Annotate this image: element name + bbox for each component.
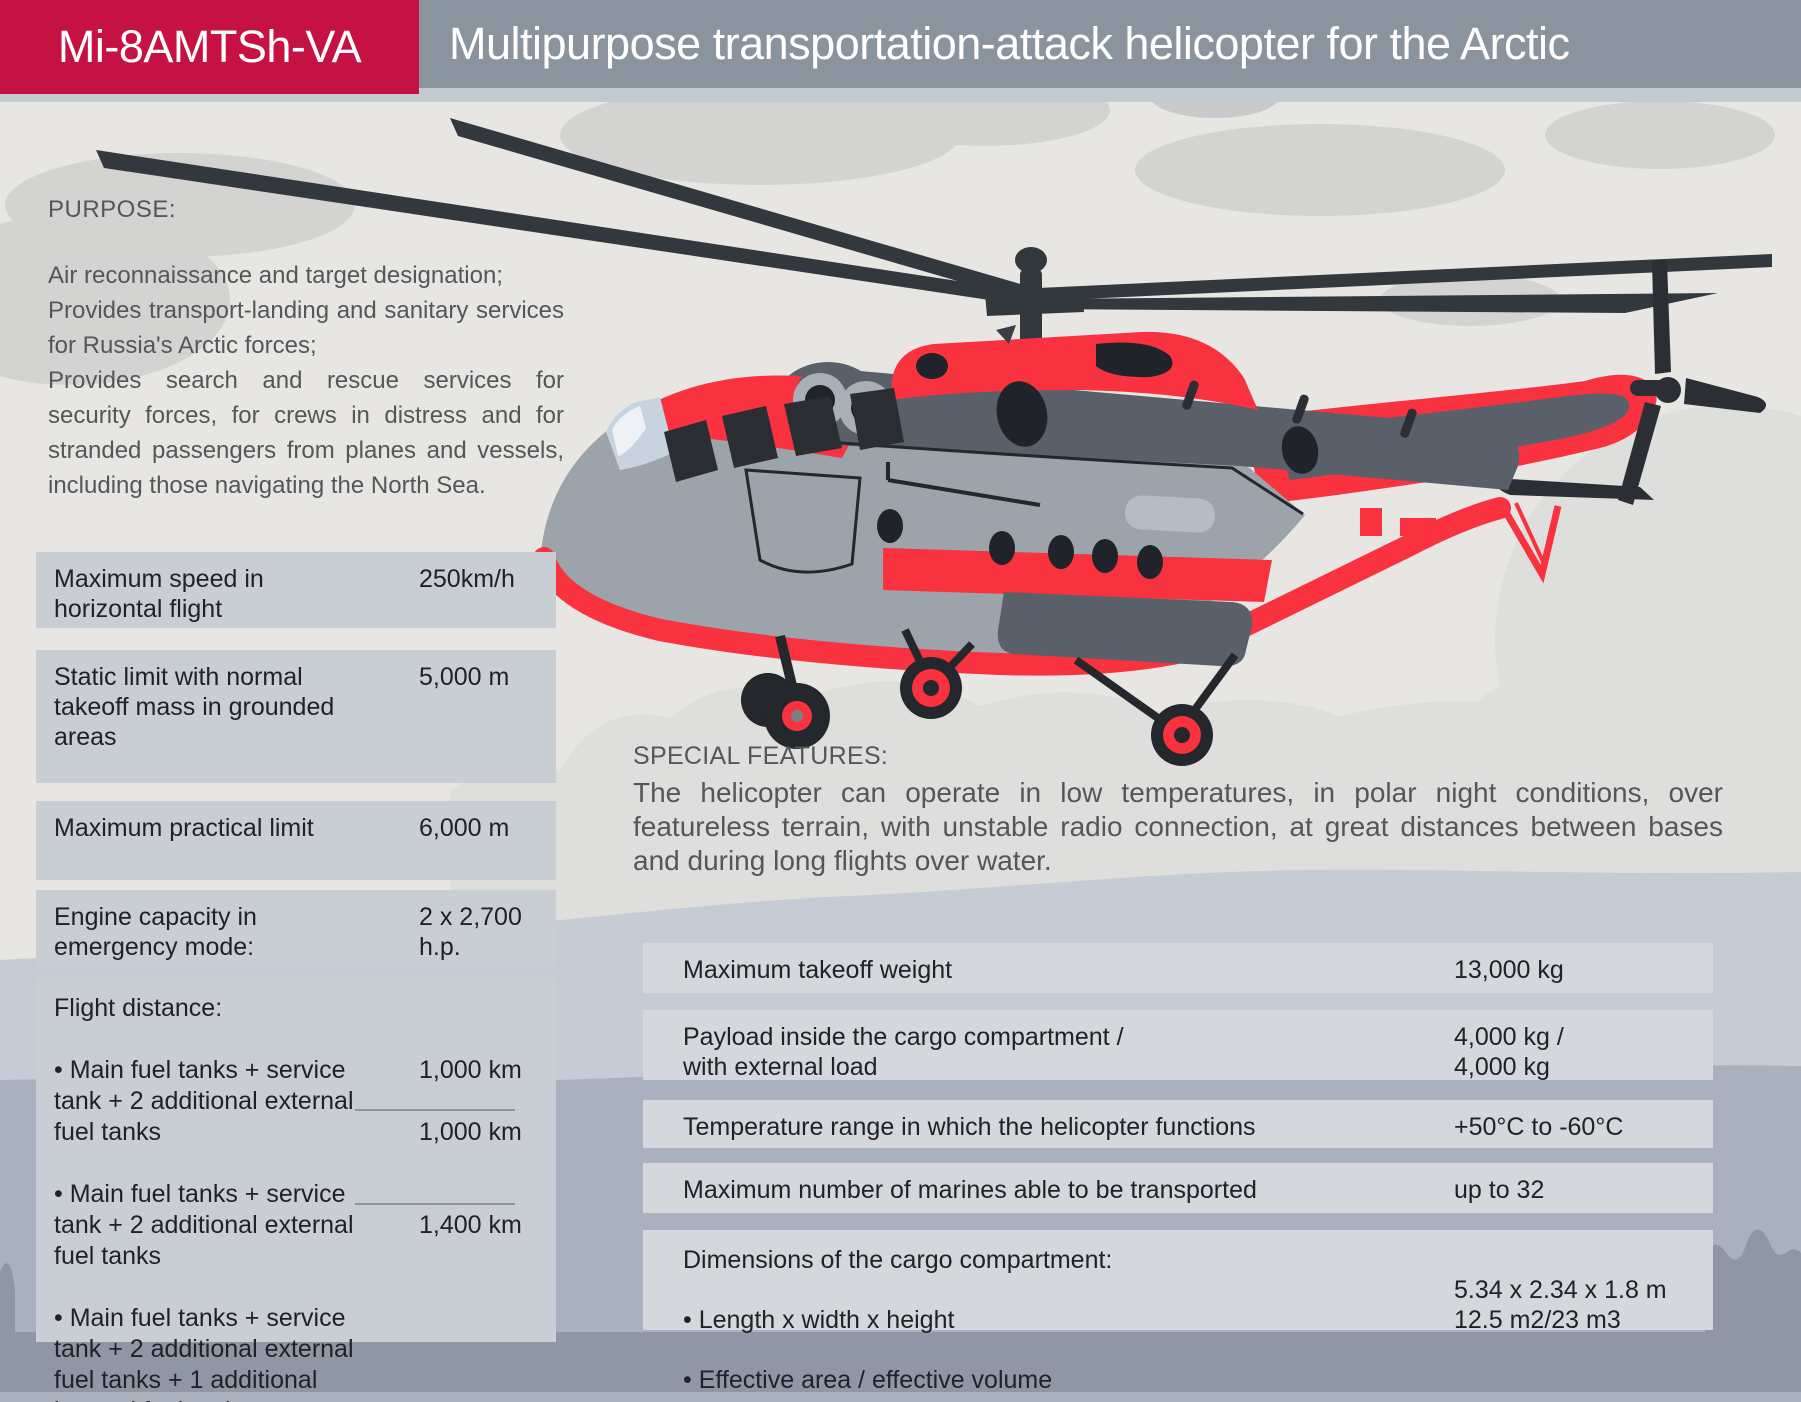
main-rotor-icon xyxy=(96,118,1772,350)
purpose-paragraph: Air reconnaissance and target designatio… xyxy=(48,262,503,289)
landing-gear xyxy=(741,628,1239,766)
model-name: Mi-8AMTSh-VA xyxy=(57,21,362,72)
spec-label: Payload inside the cargo compartment / w… xyxy=(683,1023,1124,1081)
special-features-heading: SPECIAL FEATURES: xyxy=(633,742,889,770)
spec-value: 5,000 m xyxy=(419,663,510,691)
spec-label: Temperature range in which the helicopte… xyxy=(683,1113,1256,1141)
spec-label: Dimensions of the cargo compartment: xyxy=(683,1246,1113,1274)
special-features-text: The helicopter can operate in low temper… xyxy=(633,777,1723,876)
header-divider xyxy=(0,86,1801,102)
spec-label: Engine capacity in emergency mode: xyxy=(54,903,257,961)
cargo-door xyxy=(744,468,862,574)
spec-row-max-speed: Maximum speed in horizontal flight 250km… xyxy=(36,552,556,628)
spec-value: 5.34 x 2.34 x 1.8 m xyxy=(1454,1276,1667,1304)
spec-value: 6,000 m xyxy=(419,814,510,842)
exhaust-port xyxy=(996,381,1048,447)
spec-label: Maximum takeoff weight xyxy=(683,956,953,984)
spec-value: +50°C to -60°C xyxy=(1454,1113,1624,1141)
spec-value: 13,000 kg xyxy=(1454,956,1564,984)
spec-value: 1,400 km xyxy=(419,1211,522,1239)
spec-sub-label: • Effective area / effective volume xyxy=(683,1366,1053,1394)
tail-skid xyxy=(1496,500,1562,584)
spec-value: 1,000 km xyxy=(419,1056,522,1084)
spec-sub-label: • Length x width x height xyxy=(683,1306,955,1334)
page-title: Multipurpose transportation-attack helic… xyxy=(449,18,1570,69)
purpose-heading: PURPOSE: xyxy=(48,196,177,223)
value-divider xyxy=(355,1203,515,1205)
fuselage-details xyxy=(744,462,1253,667)
spec-sub-label: • Main fuel tanks + service tank + 2 add… xyxy=(54,1180,354,1270)
spec-row-cargo-dimensions: Dimensions of the cargo compartment: • L… xyxy=(643,1230,1713,1394)
side-stripe xyxy=(883,548,1272,602)
cockpit-windows xyxy=(606,388,904,482)
spec-row-marines: Maximum number of marines able to be tra… xyxy=(643,1163,1713,1213)
spec-value: 2 x 2,700 h.p. xyxy=(419,903,522,961)
cargo-dimension-items: • Length x width x height • Effective ar… xyxy=(683,1275,1052,1402)
spec-label: Flight distance: xyxy=(54,994,223,1022)
flight-distance-items: • Main fuel tanks + service tank + 2 add… xyxy=(54,1024,354,1402)
spec-value: 12.5 m2/23 m3 xyxy=(1454,1306,1621,1334)
spec-row-static-limit: Static limit with normal takeoff mass in… xyxy=(36,650,556,783)
value-divider xyxy=(355,1109,515,1111)
spec-label: Maximum practical limit xyxy=(54,814,314,842)
spec-value: up to 32 xyxy=(1454,1176,1545,1204)
spec-value: 4,000 kg / 4,000 kg xyxy=(1454,1023,1564,1081)
spec-label: Maximum number of marines able to be tra… xyxy=(683,1176,1257,1204)
purpose-section: PURPOSE: Air reconnaissance and target d… xyxy=(48,196,564,503)
stabilizer xyxy=(1495,478,1654,500)
purpose-paragraph: Provides transport-landing and sanitary … xyxy=(48,297,564,359)
spec-row-flight-distance: Flight distance: • Main fuel tanks + ser… xyxy=(36,977,556,1402)
spec-row-practical-limit: Maximum practical limit 6,000 m xyxy=(36,801,556,880)
spec-row-temperature-range: Temperature range in which the helicopte… xyxy=(643,1100,1713,1148)
model-badge: Mi-8AMTSh-VA xyxy=(0,0,419,94)
spec-sub-label: • Main fuel tanks + service tank + 2 add… xyxy=(54,1304,354,1402)
engine-deck xyxy=(797,368,1520,490)
spec-value: 250km/h xyxy=(419,565,515,593)
spec-row-takeoff-weight: Maximum takeoff weight 13,000 kg xyxy=(643,943,1713,993)
spec-row-payload: Payload inside the cargo compartment / w… xyxy=(643,1010,1713,1081)
spec-value: 1,000 km xyxy=(419,1118,522,1146)
upper-cowl xyxy=(891,331,1258,410)
spec-sub-label: • Main fuel tanks + service tank + 2 add… xyxy=(54,1056,354,1146)
special-features-section: SPECIAL FEATURES: The helicopter can ope… xyxy=(633,742,1723,878)
purpose-paragraph: Provides search and rescue services for … xyxy=(48,367,564,499)
header-title-bar: Multipurpose transportation-attack helic… xyxy=(419,0,1801,88)
belly-pod xyxy=(997,592,1253,667)
tail-rotor-icon xyxy=(1618,259,1767,505)
window-blank xyxy=(1124,495,1216,533)
spec-label: Static limit with normal takeoff mass in… xyxy=(54,663,335,751)
spec-label: Maximum speed in horizontal flight xyxy=(54,565,264,623)
spec-row-engine-capacity: Engine capacity in emergency mode: 2 x 2… xyxy=(36,890,556,967)
